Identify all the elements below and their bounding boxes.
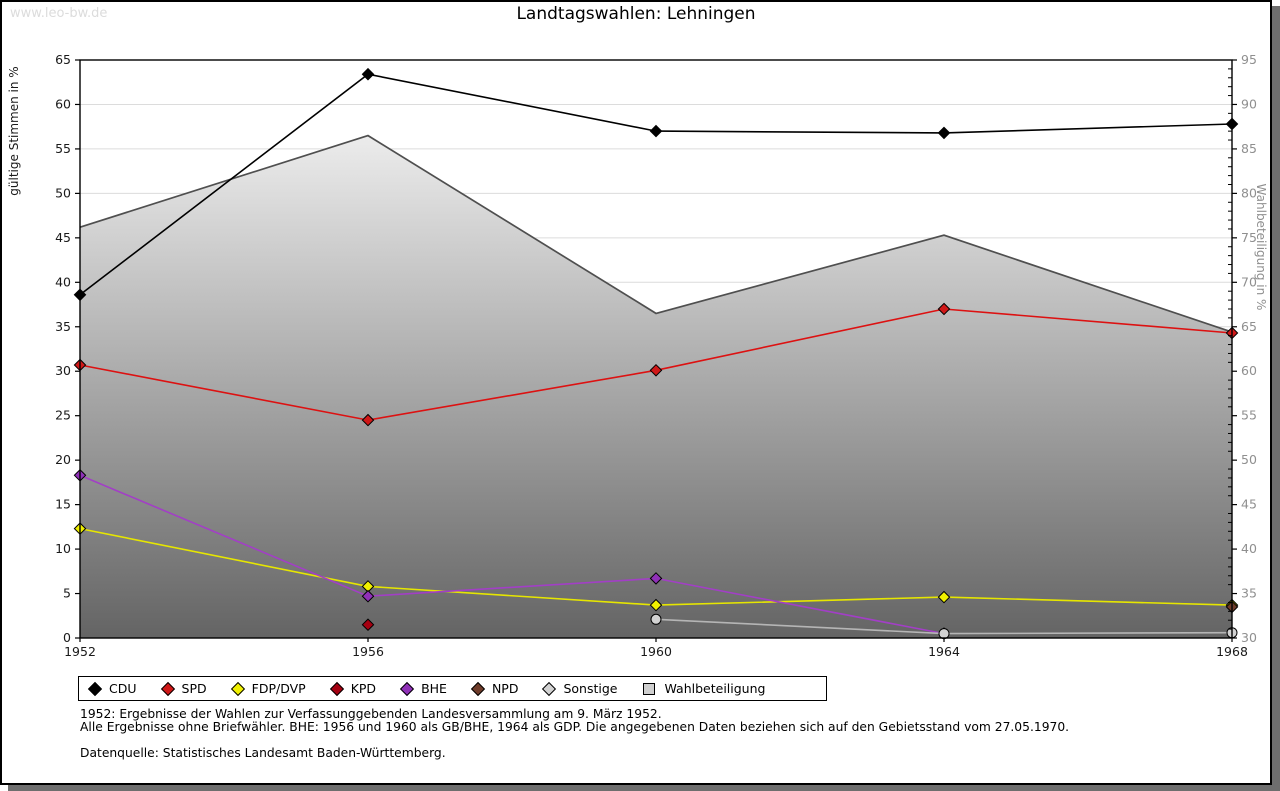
legend-item-KPD: KPD <box>329 681 377 696</box>
legend-marker-icon <box>643 682 656 695</box>
legend-marker-icon <box>87 681 103 696</box>
legend-item-Sonstige: Sonstige <box>542 681 618 696</box>
watermark-text: www.leo-bw.de <box>10 6 108 21</box>
legend-marker-icon <box>542 681 557 696</box>
legend-label: Wahlbeteiligung <box>664 681 766 696</box>
legend-marker-icon <box>399 681 415 696</box>
legend-marker-icon <box>470 681 486 696</box>
legend-item-FDP-DVP: FDP/DVP <box>230 681 306 696</box>
right-axis-label: Wahlbeteiligung in % <box>1254 183 1268 311</box>
legend-marker-icon <box>160 681 175 696</box>
legend-label: BHE <box>421 681 447 696</box>
legend-marker-icon <box>230 681 245 696</box>
legend-marker-icon <box>329 681 344 696</box>
legend-item-CDU: CDU <box>87 681 137 696</box>
chart-title: Landtagswahlen: Lehningen <box>516 4 756 24</box>
legend-label: CDU <box>109 681 137 696</box>
legend-item-Wahlbeteiligung: Wahlbeteiligung <box>643 681 765 696</box>
legend-item-BHE: BHE <box>399 681 447 696</box>
legend-label: SPD <box>181 681 207 696</box>
footnote-line-1: 1952: Ergebnisse der Wahlen zur Verfassu… <box>80 707 662 721</box>
legend-label: Sonstige <box>563 681 618 696</box>
legend-item-SPD: SPD <box>160 681 207 696</box>
legend-label: FDP/DVP <box>251 681 306 696</box>
chart-legend: CDU SPD FDP/DVP KPD BHE NPD Sonstige Wahlbeteil… <box>78 676 827 701</box>
legend-label: NPD <box>491 681 519 696</box>
legend-item-NPD: NPD <box>470 681 519 696</box>
left-axis-label: gültige Stimmen in % <box>7 66 21 196</box>
footnote-source: Datenquelle: Statistisches Landesamt Bad… <box>80 746 446 760</box>
footnote-line-2: Alle Ergebnisse ohne Briefwähler. BHE: 1… <box>80 720 1070 734</box>
legend-label: KPD <box>350 681 377 696</box>
